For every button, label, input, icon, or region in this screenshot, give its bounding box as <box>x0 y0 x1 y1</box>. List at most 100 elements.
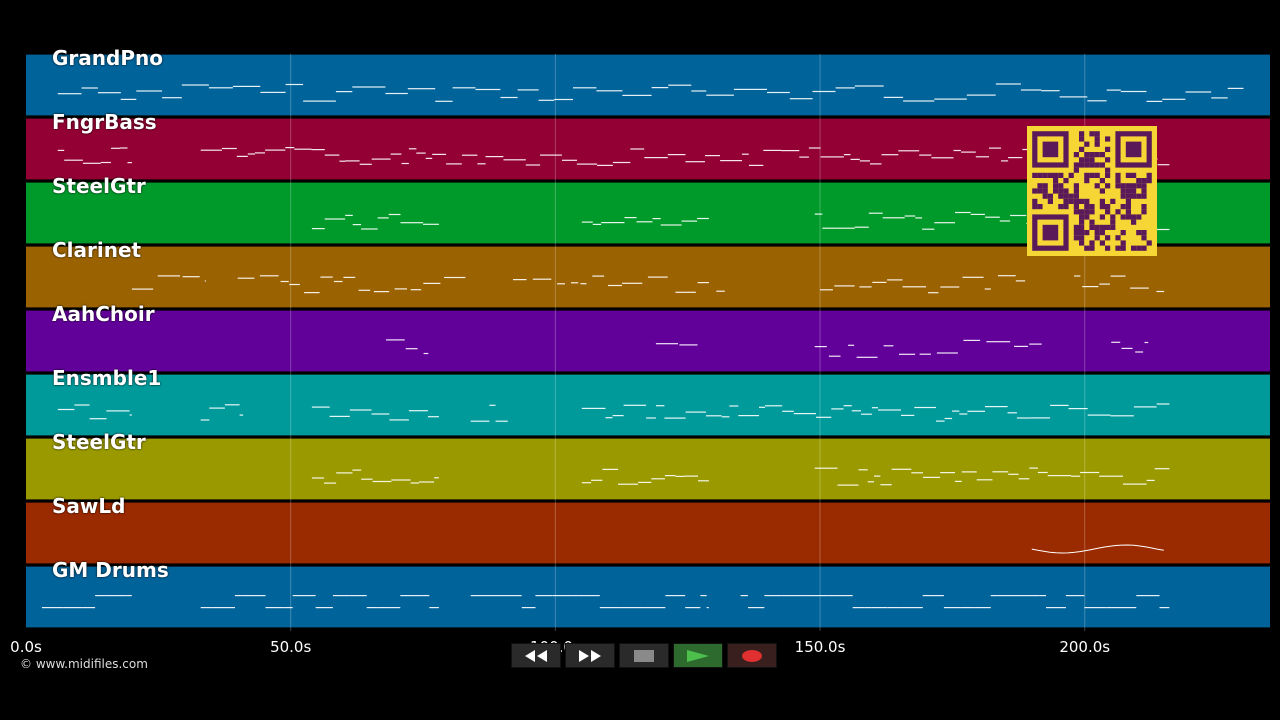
note-segment <box>120 147 128 149</box>
note-segment <box>324 218 346 220</box>
qr-module <box>1073 209 1079 215</box>
qr-module <box>1105 172 1111 178</box>
note-segment <box>562 159 577 161</box>
note-segment <box>1029 467 1038 469</box>
note-segment <box>961 471 977 473</box>
note-segment <box>975 156 989 158</box>
note-segment <box>706 94 734 96</box>
note-segment <box>394 288 407 290</box>
qr-module <box>1084 141 1090 147</box>
qr-module <box>1136 230 1142 236</box>
note-segment <box>532 278 552 280</box>
note-segment <box>485 156 504 158</box>
qr-module <box>1042 172 1048 178</box>
note-segment <box>209 407 225 409</box>
note-segment <box>423 352 429 355</box>
note-segment <box>461 154 478 156</box>
record-button[interactable] <box>727 643 777 668</box>
qr-module <box>1037 204 1043 210</box>
track-aahchoir[interactable]: AahChoir <box>26 302 1270 372</box>
track-clarinet[interactable]: Clarinet <box>26 238 1270 308</box>
qr-module <box>1141 230 1147 236</box>
note-segment <box>596 90 623 92</box>
note-segment <box>324 154 340 156</box>
qr-module <box>1084 204 1090 210</box>
qr-module <box>1094 172 1100 178</box>
play-button[interactable] <box>673 643 723 668</box>
note-segment <box>491 595 512 597</box>
note-segment <box>265 149 286 151</box>
note-segment <box>992 471 1009 473</box>
note-segment <box>620 607 644 609</box>
note-segment <box>1001 160 1009 162</box>
note-segment <box>767 91 790 94</box>
note-segment <box>408 148 417 150</box>
note-segment <box>1084 607 1107 609</box>
note-segment <box>232 85 261 87</box>
note-segment <box>401 162 409 165</box>
qr-module <box>1110 219 1116 225</box>
note-segment <box>425 157 433 159</box>
note-segment <box>646 417 656 419</box>
qr-module <box>1089 219 1095 225</box>
note-segment <box>303 100 336 102</box>
note-segment <box>781 150 800 152</box>
qr-module <box>1120 193 1126 199</box>
qr-module <box>1120 183 1126 189</box>
track-steelgtr-2[interactable]: SteelGtr <box>26 430 1270 500</box>
note-segment <box>592 275 605 277</box>
note-segment <box>259 275 279 277</box>
note-segment <box>82 162 101 164</box>
rewind-button[interactable] <box>511 643 561 668</box>
note-segment <box>883 345 894 347</box>
note-segment <box>256 595 266 597</box>
note-segment <box>1211 97 1228 99</box>
qr-module <box>1131 172 1137 178</box>
note-segment <box>1030 417 1050 419</box>
track-grandpno[interactable]: GrandPno <box>26 46 1270 116</box>
note-segment <box>959 413 968 415</box>
note-segment <box>311 228 325 230</box>
note-segment <box>834 285 855 287</box>
note-segment <box>984 288 991 290</box>
time-tick-label: 50.0s <box>270 638 312 656</box>
note-segment <box>748 607 765 609</box>
time-tick-label: 150.0s <box>794 638 846 656</box>
note-segment <box>423 282 441 284</box>
track-ensmble1[interactable]: Ensmble1 <box>26 366 1270 436</box>
note-segment <box>127 162 132 164</box>
qr-module <box>1094 136 1100 142</box>
stop-button[interactable] <box>619 643 669 668</box>
note-segment <box>899 353 916 355</box>
note-segment <box>234 595 241 597</box>
qr-module <box>1053 172 1059 178</box>
note-segment <box>852 607 865 609</box>
qr-module <box>1120 240 1126 246</box>
qr-module <box>1115 178 1121 184</box>
qr-module <box>1084 178 1090 184</box>
note-segment <box>554 98 573 101</box>
note-segment <box>936 420 945 422</box>
qr-module <box>1120 214 1126 220</box>
qr-module <box>1105 136 1111 142</box>
note-segment <box>622 282 643 284</box>
note-segment <box>729 405 739 407</box>
qr-module <box>1136 178 1142 184</box>
qr-module <box>1089 157 1095 163</box>
note-segment <box>444 276 466 279</box>
note-segment <box>878 607 888 609</box>
note-segment <box>835 227 855 229</box>
note-segment <box>1111 341 1121 343</box>
note-segment <box>1123 483 1147 485</box>
note-segment <box>377 217 389 219</box>
track-gm-drums[interactable]: GM Drums <box>26 558 1270 628</box>
qr-module <box>1079 198 1085 204</box>
note-segment <box>580 283 587 285</box>
track-sawld[interactable]: SawLd <box>26 494 1270 564</box>
track-notes <box>311 467 1170 486</box>
note-segment <box>1007 412 1017 414</box>
note-segment <box>212 607 235 609</box>
qr-module <box>1125 204 1131 210</box>
fast-forward-button[interactable] <box>565 643 615 668</box>
note-segment <box>612 415 624 417</box>
